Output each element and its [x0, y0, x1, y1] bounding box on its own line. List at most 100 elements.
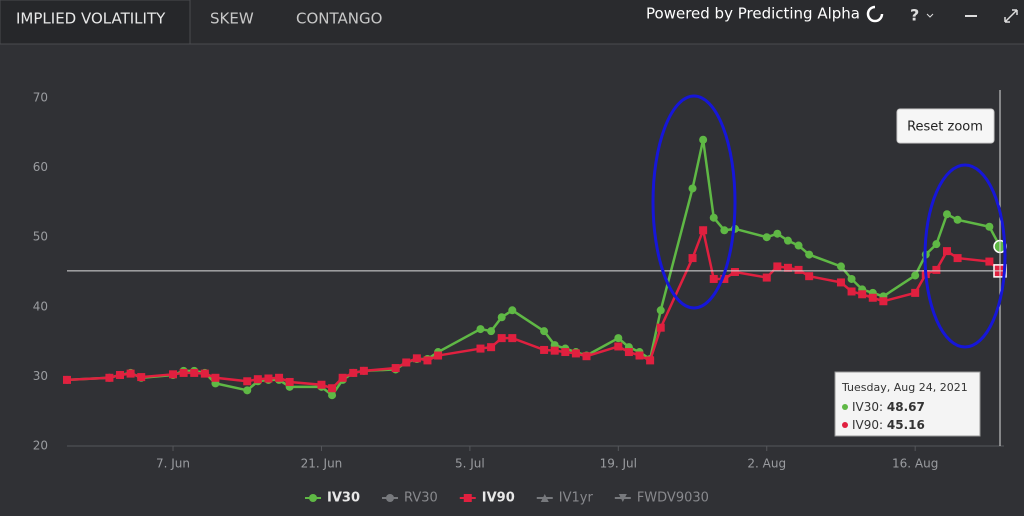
tooltip-value: 48.67	[887, 400, 925, 414]
legend-item[interactable]: RV30	[404, 491, 438, 506]
tooltip-series-name: IV90	[852, 418, 879, 432]
series-line	[66, 139, 1002, 397]
marker	[497, 334, 506, 343]
legend-item[interactable]: IV30	[327, 491, 360, 506]
help-icon[interactable]: ?	[910, 6, 919, 25]
marker	[794, 265, 803, 274]
marker	[63, 375, 71, 384]
tooltip-value: 45.16	[887, 418, 925, 432]
marker	[476, 325, 485, 334]
marker	[561, 348, 570, 357]
brand-logo	[866, 5, 884, 23]
tab[interactable]: IMPLIED VOLATILITY	[16, 10, 166, 28]
marker	[116, 371, 125, 380]
marker	[646, 356, 655, 365]
marker	[487, 343, 496, 352]
marker	[614, 342, 623, 351]
legend-item[interactable]: IV90	[482, 491, 515, 506]
marker	[243, 377, 252, 386]
highlight-ellipse	[923, 163, 1007, 349]
tab[interactable]: CONTANGO	[296, 10, 382, 28]
marker	[699, 226, 708, 235]
marker	[836, 278, 845, 287]
marker	[985, 222, 994, 231]
marker	[618, 494, 627, 502]
x-tick-label: 19. Jul	[600, 457, 637, 471]
tab-active-bg	[0, 0, 191, 45]
marker	[911, 288, 920, 297]
marker	[953, 254, 962, 263]
marker	[508, 306, 517, 315]
marker	[773, 262, 782, 271]
marker	[200, 369, 209, 378]
marker	[942, 247, 951, 256]
marker	[783, 236, 792, 245]
marker	[571, 349, 580, 358]
marker	[688, 254, 697, 263]
dropdown-icon[interactable]	[926, 13, 934, 18]
marker	[359, 366, 368, 375]
tooltip: Tuesday, Aug 24, 2021 IV30: 48.67 IV90: 4…	[834, 371, 981, 437]
marker	[275, 373, 284, 382]
reset-zoom-button[interactable]	[896, 108, 995, 144]
tab[interactable]: SKEW	[210, 10, 254, 28]
legend-item[interactable]: FWDV9030	[637, 491, 709, 506]
marker	[709, 274, 718, 283]
marker	[402, 358, 411, 367]
marker	[328, 384, 337, 393]
marker	[391, 364, 400, 373]
marker	[773, 229, 782, 238]
legend-item[interactable]: IV1yr	[559, 491, 594, 506]
legend: IV30 RV30 IV90 IV1yr FWDV9030	[305, 491, 709, 506]
marker	[656, 306, 665, 315]
marker	[730, 268, 739, 276]
marker	[137, 373, 146, 382]
marker	[105, 373, 114, 382]
y-tick-label: 70	[33, 91, 48, 105]
marker	[338, 373, 347, 382]
marker	[911, 271, 920, 280]
tooltip-row: IV90: 45.16	[852, 418, 925, 432]
reset-zoom-label[interactable]: Reset zoom	[907, 120, 983, 135]
marker	[309, 494, 317, 502]
marker	[783, 263, 792, 272]
marker	[688, 184, 697, 193]
y-tick-label: 50	[33, 230, 48, 244]
marker	[805, 250, 814, 259]
marker	[656, 323, 665, 332]
marker	[349, 368, 358, 377]
tooltip-date: Tuesday, Aug 24, 2021	[841, 381, 968, 394]
y-tick-label: 40	[33, 299, 48, 313]
marker	[264, 374, 273, 383]
marker	[540, 345, 549, 354]
tooltip-series-name: IV30	[852, 400, 879, 414]
marker	[953, 215, 962, 224]
marker	[836, 262, 845, 271]
series-line	[66, 225, 1001, 390]
marker	[476, 344, 485, 353]
tooltip-dot	[842, 422, 848, 428]
marker	[720, 226, 729, 235]
expand-icon[interactable]	[1004, 9, 1018, 23]
marker	[540, 494, 549, 502]
marker	[847, 287, 856, 296]
marker	[211, 373, 220, 382]
marker	[762, 273, 771, 282]
marker	[423, 356, 432, 365]
marker	[582, 352, 591, 361]
marker	[179, 368, 188, 377]
marker	[942, 210, 951, 219]
x-tick-label: 21. Jun	[301, 457, 343, 471]
plot: 20 30 40 50 60 70 7. Jun 21. Jun 5. Jul 19. Jul 2.…	[33, 90, 1007, 471]
y-tick-label: 60	[33, 160, 48, 174]
marker	[624, 348, 633, 357]
marker	[868, 293, 877, 302]
marker	[805, 272, 814, 281]
marker	[985, 257, 994, 266]
marker	[720, 274, 729, 283]
y-tick-label: 20	[33, 439, 48, 453]
marker	[386, 494, 394, 502]
marker	[879, 297, 888, 306]
